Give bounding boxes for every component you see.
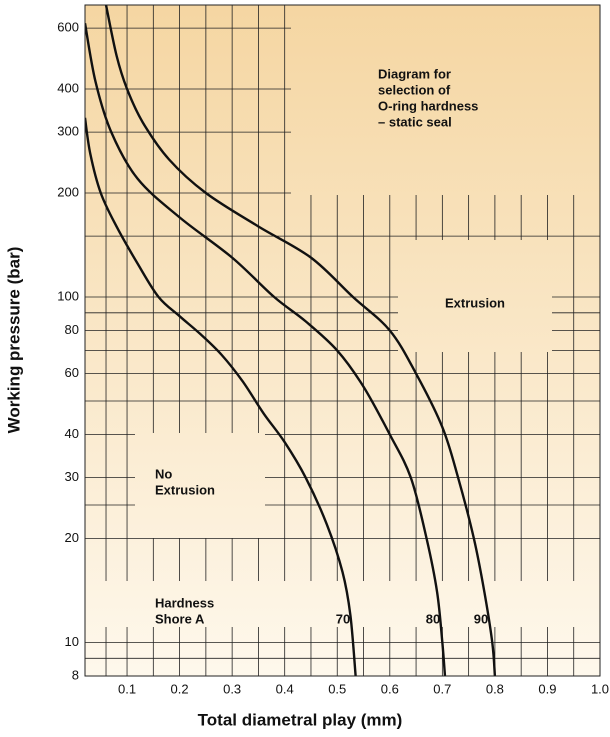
y-tick-label: 8 xyxy=(72,667,79,682)
annotation: O-ring hardness xyxy=(378,98,478,113)
x-tick-label: 0.5 xyxy=(328,681,346,696)
annotation: Extrusion xyxy=(155,482,215,497)
x-tick-label: 0.2 xyxy=(171,681,189,696)
x-tick-label: 1.0 xyxy=(591,681,609,696)
x-tick-label: 0.7 xyxy=(433,681,451,696)
y-tick-label: 200 xyxy=(57,184,79,199)
y-tick-label: 20 xyxy=(65,530,79,545)
annotation: Diagram for xyxy=(378,66,451,81)
annotation: – static seal xyxy=(378,114,452,129)
x-axis-label: Total diametral play (mm) xyxy=(198,710,403,729)
x-tick-label: 0.9 xyxy=(538,681,556,696)
region-boxes xyxy=(85,5,600,627)
hardness-curve xyxy=(85,117,357,676)
x-tick-label: 0.1 xyxy=(118,681,136,696)
labels: 8 10 20 30 40 60 80 100 200 300 400 600 0.1 0.2 0.3 0.4… xyxy=(57,20,609,697)
diagram-box xyxy=(291,5,600,195)
y-tick-label: 40 xyxy=(65,426,79,441)
y-tick-label: 600 xyxy=(57,20,79,35)
curve-label: 90 xyxy=(474,611,488,626)
annotation: selection of xyxy=(378,82,451,97)
y-tick-label: 100 xyxy=(57,288,79,303)
plot-frame xyxy=(84,4,601,677)
annotation: Extrusion xyxy=(445,295,505,310)
hardness-curve xyxy=(85,22,447,676)
curve-label: 70 xyxy=(336,611,350,626)
x-tick-label: 0.3 xyxy=(223,681,241,696)
y-tick-label: 400 xyxy=(57,80,79,95)
extrusion-box xyxy=(398,240,552,352)
x-tick-label: 0.6 xyxy=(381,681,399,696)
hardness-band xyxy=(85,581,600,627)
y-tick-label: 80 xyxy=(65,322,79,337)
y-tick-label: 10 xyxy=(65,634,79,649)
y-tick-label: 60 xyxy=(65,365,79,380)
no-extrusion-box xyxy=(135,433,265,538)
y-axis-label: Working pressure (bar) xyxy=(4,247,23,434)
y-tick-label: 30 xyxy=(65,469,79,484)
curves xyxy=(85,5,497,676)
annotation: No xyxy=(155,466,172,481)
annotation: Shore A xyxy=(155,611,205,626)
curve-label: 80 xyxy=(426,611,440,626)
annotation: Hardness xyxy=(155,595,214,610)
x-tick-label: 0.8 xyxy=(486,681,504,696)
x-tick-label: 0.4 xyxy=(276,681,294,696)
y-tick-label: 300 xyxy=(57,124,79,139)
hardness-curve xyxy=(104,5,497,676)
